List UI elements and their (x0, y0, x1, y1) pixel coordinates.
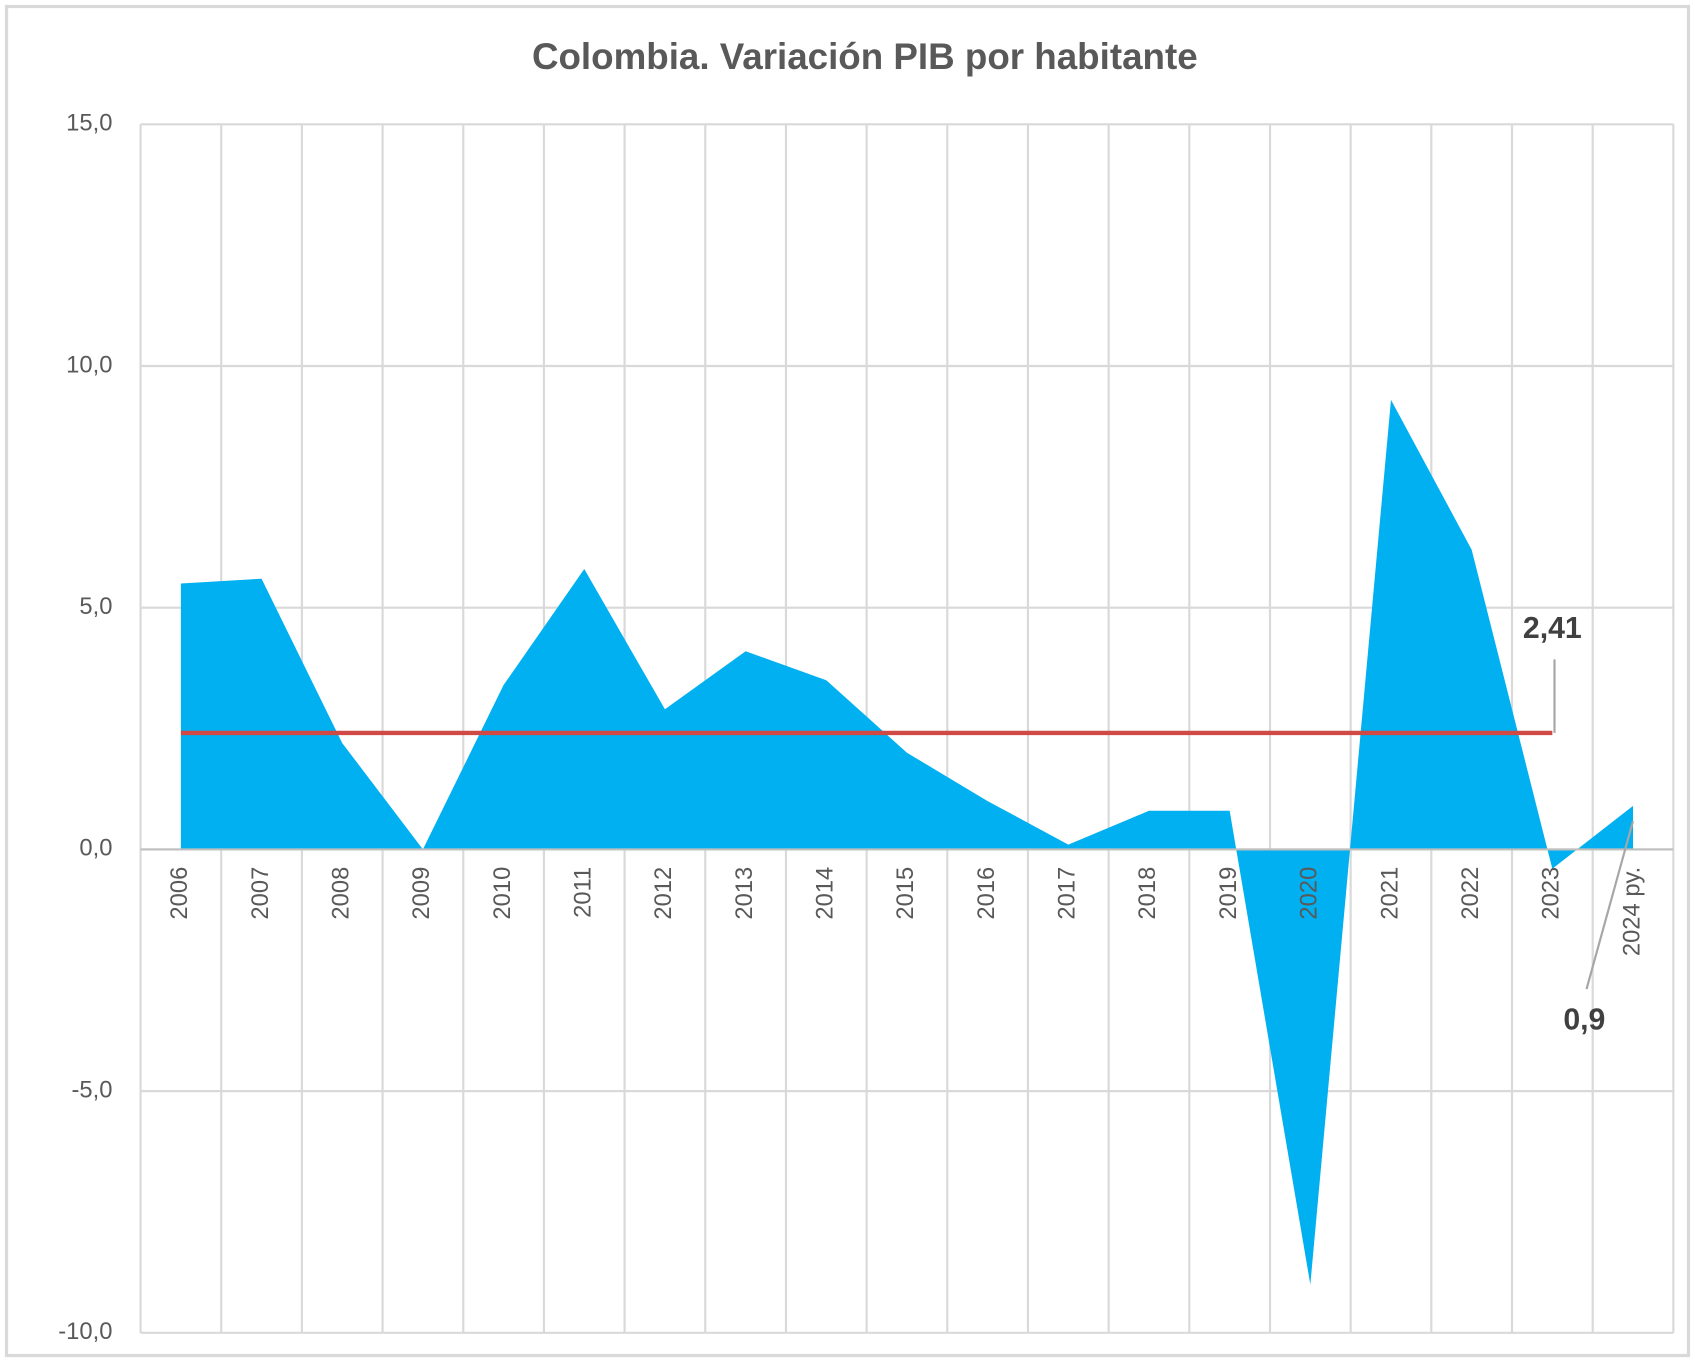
x-tick-label: 2021 (1376, 867, 1403, 920)
value-label: 0,9 (1563, 1003, 1605, 1036)
y-tick-label: -10,0 (58, 1318, 112, 1345)
value-label-leader (1585, 820, 1635, 990)
x-tick-label: 2023 (1538, 867, 1565, 920)
x-tick-label: 2013 (731, 867, 758, 920)
x-tick-label: 2016 (973, 867, 1000, 920)
x-tick-label: 2019 (1215, 867, 1242, 920)
x-tick-label: 2006 (166, 867, 193, 920)
x-tick-label: 2009 (408, 867, 435, 920)
x-tick-label: 2012 (650, 867, 677, 920)
x-tick-label: 2007 (247, 867, 274, 920)
chart-title: Colombia. Variación PIB por habitante (532, 36, 1198, 77)
x-tick-label: 2017 (1054, 867, 1081, 920)
x-tick-label: 2010 (489, 867, 516, 920)
area (180, 399, 1634, 1285)
x-tick-label: 2022 (1457, 867, 1484, 920)
y-tick-label: -5,0 (71, 1076, 112, 1103)
x-tick-label: 2020 (1296, 867, 1323, 920)
x-tick-label: 2018 (1134, 867, 1161, 920)
x-tick-label: 2024 py. (1618, 867, 1645, 956)
x-tick-label: 2014 (812, 867, 839, 920)
y-tick-label: 10,0 (66, 351, 112, 378)
x-tick-label: 2008 (328, 867, 355, 920)
x-tick-label: 2011 (570, 867, 597, 918)
y-tick-label: 0,0 (79, 835, 112, 862)
y-tick-label: 15,0 (66, 110, 112, 137)
x-tick-label: 2015 (892, 867, 919, 920)
y-tick-label: 5,0 (79, 593, 112, 620)
average-label: 2,41 (1523, 612, 1582, 645)
